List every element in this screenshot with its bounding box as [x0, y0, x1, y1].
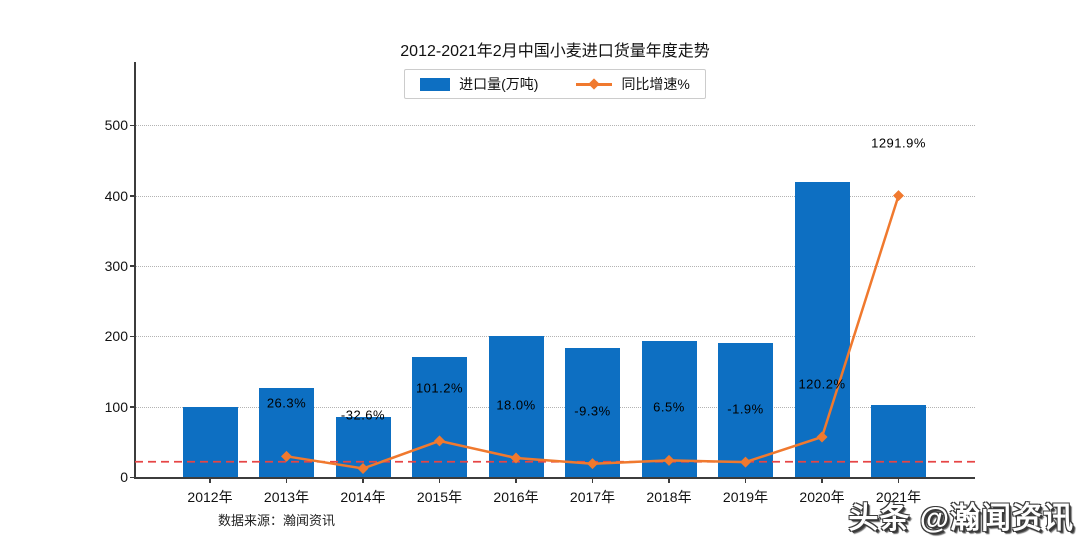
legend-box: 进口量(万吨) 同比增速%: [404, 69, 706, 99]
x-tick-label-2018年: 2018年: [646, 489, 692, 505]
point-label-2018年: 6.5%: [653, 399, 685, 415]
y-tick-200: [130, 335, 135, 338]
x-tick-2012年: [209, 479, 211, 483]
y-tick-label-0: 0: [120, 469, 128, 485]
legend-label-imports: 进口量(万吨): [459, 76, 539, 92]
point-label-2013年: 26.3%: [266, 395, 307, 411]
x-tick-label-2016年: 2016年: [493, 489, 539, 505]
source-note: 数据来源：瀚闻资讯: [218, 513, 336, 528]
watermark: 头条 @瀚闻资讯: [848, 502, 1074, 535]
y-tick-400: [130, 195, 135, 197]
x-tick-2016年: [515, 479, 517, 483]
line-series-swatch-icon: [576, 78, 613, 90]
bar-2021年: [871, 404, 926, 477]
legend: 进口量(万吨) 同比增速%: [135, 69, 975, 99]
chart-title: 2012-2021年2月中国小麦进口货量年度走势: [400, 43, 710, 60]
x-tick-2014年: [362, 479, 364, 483]
point-label-2021年: 1291.9%: [871, 135, 926, 151]
point-label-2019年: -1.9%: [727, 401, 764, 417]
y-tick-100: [130, 406, 135, 408]
x-tick-label-2013年: 2013年: [263, 489, 310, 505]
y-tick-label-400: 400: [104, 187, 128, 204]
x-tick-label-2014年: 2014年: [340, 489, 386, 505]
y-tick-0: [130, 476, 135, 478]
y-axis: [134, 62, 136, 479]
x-tick-label-2019年: 2019年: [722, 489, 769, 505]
legend-label-growth: 同比增速%: [621, 76, 690, 92]
x-axis: [134, 477, 975, 479]
x-tick-2017年: [591, 479, 594, 483]
x-tick-2020年: [821, 479, 823, 483]
gridline-500: [135, 125, 975, 127]
point-label-2016年: 18.0%: [496, 397, 536, 413]
point-label-2015年: 101.2%: [415, 380, 464, 396]
x-tick-2015年: [438, 479, 441, 483]
x-tick-label-2021年: 2021年: [875, 489, 922, 505]
legend-item-imports[interactable]: 进口量(万吨): [420, 74, 538, 94]
bar-2014年: [335, 417, 391, 477]
x-tick-2013年: [285, 479, 288, 483]
y-tick-label-100: 100: [104, 398, 128, 415]
point-label-2017年: -9.3%: [574, 403, 611, 419]
x-tick-2021年: [897, 479, 900, 483]
bar-2015年: [412, 357, 467, 477]
y-tick-500: [130, 124, 135, 127]
point-label-2020年: 120.2%: [798, 376, 846, 392]
x-tick-label-2015年: 2015年: [416, 489, 463, 505]
x-tick-2019年: [744, 479, 747, 483]
point-label-2014年: -32.6%: [340, 407, 386, 423]
y-tick-300: [130, 265, 135, 267]
bar-2012年: [182, 406, 238, 477]
legend-item-growth[interactable]: 同比增速%: [576, 74, 690, 94]
y-tick-label-200: 200: [104, 328, 128, 345]
x-tick-label-2017年: 2017年: [569, 489, 616, 505]
y-tick-label-300: 300: [104, 257, 128, 274]
y-tick-label-500: 500: [104, 117, 128, 134]
x-tick-2018年: [668, 479, 670, 483]
bar-2020年: [794, 181, 850, 477]
x-tick-label-2020年: 2020年: [799, 489, 845, 505]
x-tick-label-2012年: 2012年: [187, 489, 233, 505]
bar-series-swatch-icon: [420, 77, 451, 91]
